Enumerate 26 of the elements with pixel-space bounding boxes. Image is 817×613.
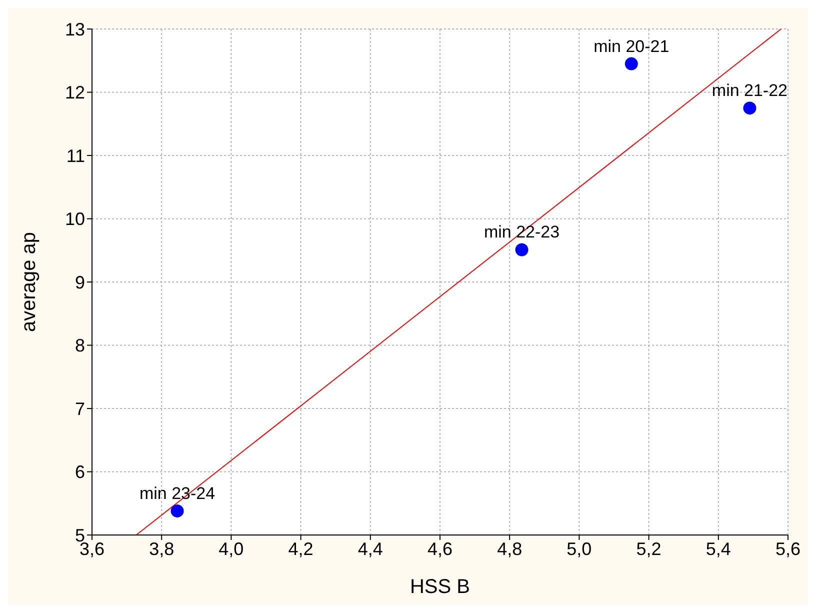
y-axis-title: average ap	[18, 232, 40, 332]
y-tick-label: 10	[64, 209, 85, 230]
annotation: min 20-21	[594, 36, 670, 56]
x-tick-label: 3,8	[149, 538, 174, 559]
y-tick-label: 6	[74, 462, 85, 482]
x-tick-label: 4,6	[427, 538, 453, 559]
x-tick-label: 4,8	[497, 538, 522, 559]
y-tick-label: 13	[64, 19, 85, 40]
point	[515, 243, 528, 256]
y-tick-label: 9	[74, 272, 85, 292]
x-tick-label: 5,2	[636, 538, 662, 559]
y-tick-label: 11	[66, 146, 85, 166]
annotation: min 21-22	[712, 81, 788, 100]
x-tick-label: 5,6	[775, 538, 801, 559]
x-tick-label: 4,2	[288, 538, 314, 559]
x-tick-label: 4,0	[218, 538, 244, 559]
y-tick-label: 8	[74, 336, 85, 356]
point	[624, 57, 638, 70]
x-tick-label: 4,4	[358, 538, 383, 559]
point	[170, 504, 184, 518]
point	[743, 102, 756, 115]
y-tick-label: 7	[74, 398, 85, 419]
y-tick-label: 12	[64, 82, 85, 103]
x-tick-label: 5,4	[706, 538, 731, 559]
x-axis-title: HSS B	[410, 576, 470, 598]
x-tick-label: 5,0	[566, 538, 592, 559]
